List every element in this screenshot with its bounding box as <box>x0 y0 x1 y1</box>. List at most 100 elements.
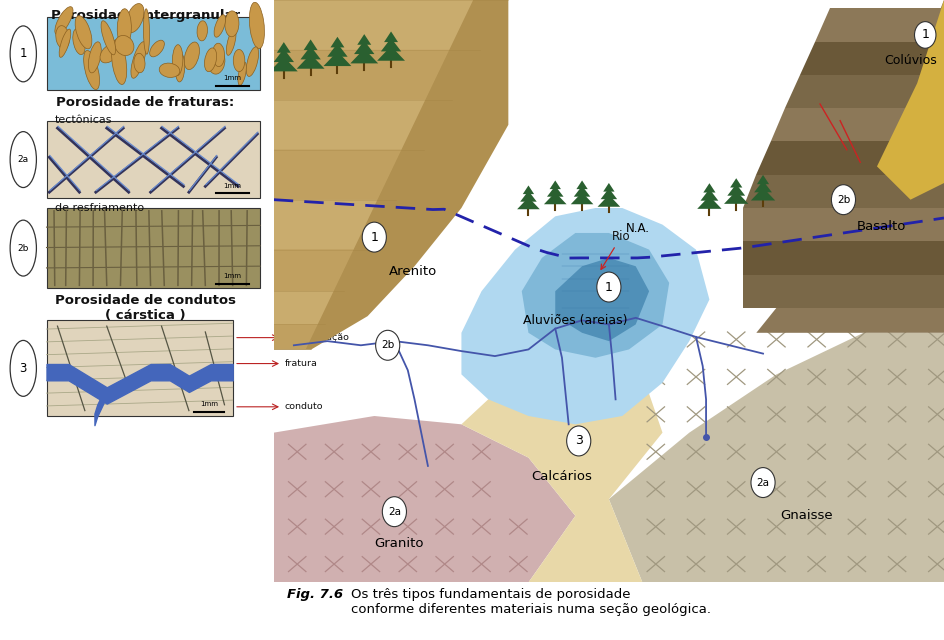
Polygon shape <box>756 0 944 333</box>
Circle shape <box>832 185 855 214</box>
Polygon shape <box>549 180 561 189</box>
Polygon shape <box>523 186 534 194</box>
Polygon shape <box>462 208 710 424</box>
Polygon shape <box>330 36 345 47</box>
Text: de resfriamento: de resfriamento <box>55 203 143 212</box>
Polygon shape <box>522 233 669 358</box>
Text: 1mm: 1mm <box>200 401 218 407</box>
Polygon shape <box>754 180 772 193</box>
Text: fratura: fratura <box>285 359 317 368</box>
Text: Rio: Rio <box>601 230 631 269</box>
FancyBboxPatch shape <box>46 121 261 198</box>
Polygon shape <box>700 189 718 201</box>
Polygon shape <box>577 180 588 189</box>
Text: Calcários: Calcários <box>531 470 593 483</box>
Polygon shape <box>815 8 944 42</box>
Polygon shape <box>743 241 944 275</box>
Ellipse shape <box>101 20 115 55</box>
Polygon shape <box>724 191 749 204</box>
Circle shape <box>382 497 407 527</box>
Polygon shape <box>274 250 353 291</box>
Ellipse shape <box>115 35 134 56</box>
Polygon shape <box>304 40 317 50</box>
Text: tectônicas: tectônicas <box>55 115 112 125</box>
Text: Arenito: Arenito <box>389 264 437 278</box>
Polygon shape <box>274 250 367 291</box>
Ellipse shape <box>56 26 70 49</box>
Polygon shape <box>770 108 944 141</box>
FancyBboxPatch shape <box>46 321 233 417</box>
Polygon shape <box>274 150 401 200</box>
Text: Fig. 7.6: Fig. 7.6 <box>287 588 344 600</box>
Text: Gnaisse: Gnaisse <box>780 509 833 522</box>
Text: N.A.: N.A. <box>626 221 649 235</box>
Polygon shape <box>520 191 537 202</box>
Polygon shape <box>274 50 449 100</box>
Polygon shape <box>730 178 742 188</box>
Polygon shape <box>274 0 508 349</box>
Polygon shape <box>727 184 745 196</box>
Ellipse shape <box>134 53 145 73</box>
Text: 2a: 2a <box>756 477 769 488</box>
Ellipse shape <box>55 6 73 35</box>
Ellipse shape <box>249 3 264 49</box>
Ellipse shape <box>205 48 216 72</box>
Ellipse shape <box>76 16 92 49</box>
Text: 2a: 2a <box>18 155 29 164</box>
Text: Granito: Granito <box>374 536 424 550</box>
Polygon shape <box>296 54 325 68</box>
Polygon shape <box>274 200 396 250</box>
Ellipse shape <box>111 40 126 84</box>
Ellipse shape <box>238 62 246 85</box>
Text: conduto: conduto <box>285 403 323 412</box>
Ellipse shape <box>212 44 225 67</box>
Polygon shape <box>750 188 775 200</box>
Text: 2b: 2b <box>836 195 851 205</box>
Ellipse shape <box>150 40 164 57</box>
Ellipse shape <box>59 29 71 58</box>
Polygon shape <box>743 275 944 308</box>
Text: 1: 1 <box>370 230 379 244</box>
Text: 2b: 2b <box>381 340 395 350</box>
Polygon shape <box>574 186 590 196</box>
Polygon shape <box>274 0 508 50</box>
Polygon shape <box>698 196 721 209</box>
Text: 1: 1 <box>20 47 27 60</box>
Circle shape <box>751 468 775 497</box>
Text: 2a: 2a <box>388 507 401 516</box>
Polygon shape <box>274 150 424 200</box>
Circle shape <box>597 272 621 302</box>
Polygon shape <box>609 333 944 582</box>
Circle shape <box>10 26 37 82</box>
Ellipse shape <box>126 4 144 33</box>
Ellipse shape <box>117 9 131 47</box>
Polygon shape <box>324 51 351 66</box>
FancyBboxPatch shape <box>46 17 261 90</box>
Text: 1mm: 1mm <box>224 273 242 279</box>
Polygon shape <box>598 195 620 207</box>
Polygon shape <box>384 31 398 42</box>
Ellipse shape <box>176 53 185 82</box>
Text: Porosidade de fraturas:: Porosidade de fraturas: <box>56 96 234 109</box>
Polygon shape <box>277 42 291 52</box>
FancyBboxPatch shape <box>46 208 261 288</box>
Polygon shape <box>743 175 944 208</box>
Text: 3: 3 <box>575 435 582 447</box>
Text: 3: 3 <box>20 362 27 375</box>
Ellipse shape <box>131 42 146 78</box>
Polygon shape <box>517 197 540 209</box>
Polygon shape <box>357 34 371 45</box>
Polygon shape <box>270 57 297 72</box>
Text: 1: 1 <box>921 28 929 42</box>
Ellipse shape <box>209 50 225 74</box>
Text: Basalto: Basalto <box>857 221 906 234</box>
Circle shape <box>915 22 936 48</box>
Polygon shape <box>274 100 426 150</box>
Ellipse shape <box>184 42 199 70</box>
Circle shape <box>362 222 386 252</box>
Text: Os três tipos fundamentais de porosidade
conforme diferentes materiais numa seçã: Os três tipos fundamentais de porosidade… <box>351 588 711 616</box>
Text: 2b: 2b <box>18 244 29 253</box>
Polygon shape <box>600 188 617 199</box>
Ellipse shape <box>89 42 101 73</box>
Ellipse shape <box>143 9 149 54</box>
